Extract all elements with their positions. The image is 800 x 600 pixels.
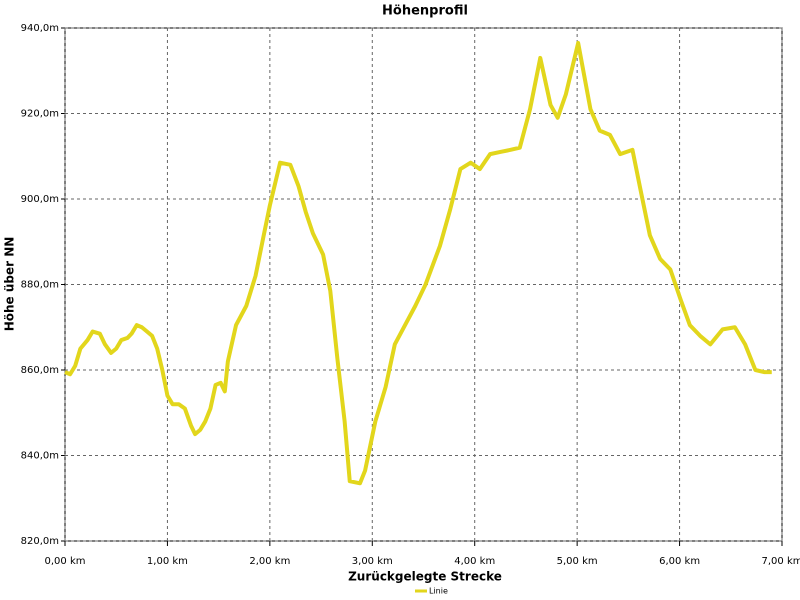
x-tick-label: 1,00 km bbox=[147, 556, 188, 567]
x-tick-label: 5,00 km bbox=[557, 556, 598, 567]
x-tick-label: 3,00 km bbox=[352, 556, 393, 567]
y-tick-label: 900,0m bbox=[21, 194, 59, 205]
y-tick-label: 920,0m bbox=[21, 109, 59, 120]
chart-title: Höhenprofil bbox=[382, 4, 468, 19]
x-axis-title: Zurückgelegte Strecke bbox=[348, 570, 502, 584]
x-tick-label: 7,00 km bbox=[762, 556, 800, 567]
y-tick-label: 820,0m bbox=[21, 536, 59, 547]
y-axis-title: Höhe über NN bbox=[3, 237, 17, 332]
x-tick-label: 6,00 km bbox=[659, 556, 700, 567]
x-tick-label: 0,00 km bbox=[45, 556, 86, 567]
x-tick-label: 4,00 km bbox=[454, 556, 495, 567]
y-tick-label: 840,0m bbox=[21, 451, 59, 462]
y-tick-label: 880,0m bbox=[21, 280, 59, 291]
line-series bbox=[64, 40, 772, 486]
y-tick-label: 940,0m bbox=[21, 23, 59, 34]
legend-label: Linie bbox=[429, 587, 448, 596]
y-tick-label: 860,0m bbox=[21, 365, 59, 376]
x-tick-label: 2,00 km bbox=[249, 556, 290, 567]
